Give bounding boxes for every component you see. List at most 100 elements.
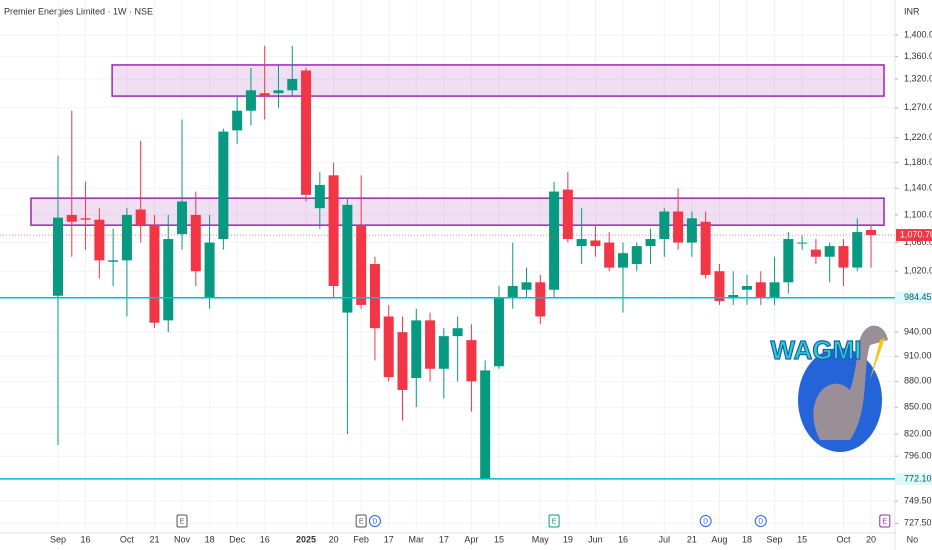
- candle-body: [397, 332, 408, 390]
- candle-body: [645, 239, 656, 247]
- candle-body: [852, 232, 863, 268]
- candle-body: [755, 282, 766, 298]
- candle-body: [480, 370, 491, 480]
- x-tick-label: Aug: [711, 534, 727, 544]
- y-tick-label: 940.00: [904, 327, 932, 337]
- event-label: E: [552, 518, 557, 525]
- last-price-label: 1,070.70: [900, 229, 932, 239]
- x-tick-label: Nov: [174, 534, 191, 544]
- candle-body: [218, 131, 229, 240]
- event-label: D: [758, 518, 763, 525]
- x-tick-label: Mar: [409, 534, 425, 544]
- watermark-logo: WAGMI: [770, 325, 888, 452]
- x-tick-label: 18: [742, 534, 752, 544]
- candle-body: [204, 242, 215, 298]
- last-price-tag: [896, 229, 932, 242]
- candle-body: [728, 295, 739, 298]
- x-tick-label: No: [907, 534, 919, 544]
- candle-body: [245, 90, 256, 111]
- x-tick-label: 17: [439, 534, 449, 544]
- candle-body: [273, 90, 284, 94]
- x-tick-label: Jun: [588, 534, 603, 544]
- x-tick-label: Dec: [229, 534, 246, 544]
- y-tick-label: 1,140.00: [904, 183, 932, 193]
- candle-body: [617, 253, 628, 268]
- y-tick-label: 1,400.00: [904, 29, 932, 39]
- candle-body: [714, 271, 725, 302]
- event-marker: [548, 514, 560, 528]
- zone: [111, 64, 885, 97]
- y-tick-label: 880.00: [904, 376, 932, 386]
- candle-body: [562, 189, 573, 240]
- y-tick-label: 1,270.00: [904, 102, 932, 112]
- x-tick-label: 15: [494, 534, 504, 544]
- candle-body: [742, 286, 752, 290]
- candle-body: [66, 214, 77, 222]
- candle-body: [149, 225, 160, 323]
- candle-body: [810, 249, 821, 257]
- candle-body: [177, 201, 188, 235]
- candle-body: [342, 204, 353, 313]
- candle-body: [314, 185, 325, 209]
- x-tick-label: 16: [260, 534, 270, 544]
- candle-body: [163, 239, 174, 321]
- x-tick-label: 20: [866, 534, 876, 544]
- candle-body: [259, 93, 270, 97]
- y-tick-label: 1,180.00: [904, 157, 932, 167]
- candle-body: [590, 240, 601, 247]
- candle-body: [549, 191, 560, 290]
- logo-bird: [813, 325, 888, 440]
- candle-body: [287, 78, 298, 91]
- x-tick-label: 21: [149, 534, 159, 544]
- logo-beak: [870, 338, 885, 380]
- y-tick-label: 1,020.00: [904, 266, 932, 276]
- y-tick-label: 1,320.00: [904, 73, 932, 83]
- x-tick-label: 18: [205, 534, 215, 544]
- candle-body: [425, 320, 436, 369]
- event-marker: [355, 514, 367, 528]
- y-tick-label: 796.00: [904, 451, 932, 461]
- y-tick-label: 1,060.00: [904, 237, 932, 247]
- candle-body: [604, 242, 615, 268]
- logo-text: WAGMI: [771, 335, 862, 365]
- event-label: E: [359, 518, 364, 525]
- candle-body: [80, 218, 91, 220]
- candle-body: [121, 214, 132, 261]
- price-tag-label: 772.10: [904, 473, 932, 483]
- x-tick-label: 21: [687, 534, 697, 544]
- y-tick-label: 727.50: [904, 518, 932, 528]
- y-tick-label: 820.00: [904, 428, 932, 438]
- x-tick-label: Sep: [50, 534, 66, 544]
- event-label: D: [703, 518, 708, 525]
- candle-body: [783, 239, 794, 283]
- price-tag: [896, 291, 932, 304]
- x-tick-label: 15: [797, 534, 807, 544]
- candle-body: [411, 320, 422, 378]
- candle-body: [673, 211, 684, 243]
- candle-body: [328, 175, 339, 287]
- candle-body: [135, 209, 146, 226]
- x-tick-label: 2025: [296, 534, 316, 544]
- y-tick-label: 910.00: [904, 351, 932, 361]
- candle-body: [383, 316, 394, 378]
- candle-body: [866, 229, 877, 236]
- candle-body: [466, 340, 477, 382]
- event-label: E: [180, 518, 185, 525]
- candle-body: [108, 260, 119, 262]
- x-tick-label: 20: [329, 534, 339, 544]
- candle-body: [686, 218, 697, 243]
- candle-body: [369, 263, 380, 329]
- x-tick-label: Jul: [659, 534, 671, 544]
- event-marker: [879, 514, 891, 528]
- candle-body: [521, 282, 532, 290]
- y-tick-label: 1,220.00: [904, 132, 932, 142]
- x-tick-label: Oct: [836, 534, 851, 544]
- y-tick-label: 749.50: [904, 495, 932, 505]
- event-marker: [176, 514, 188, 528]
- candle-body: [94, 219, 105, 261]
- candle-body: [631, 246, 642, 264]
- candle-body: [301, 70, 312, 195]
- candle-body: [769, 282, 780, 298]
- candle-body: [700, 221, 711, 275]
